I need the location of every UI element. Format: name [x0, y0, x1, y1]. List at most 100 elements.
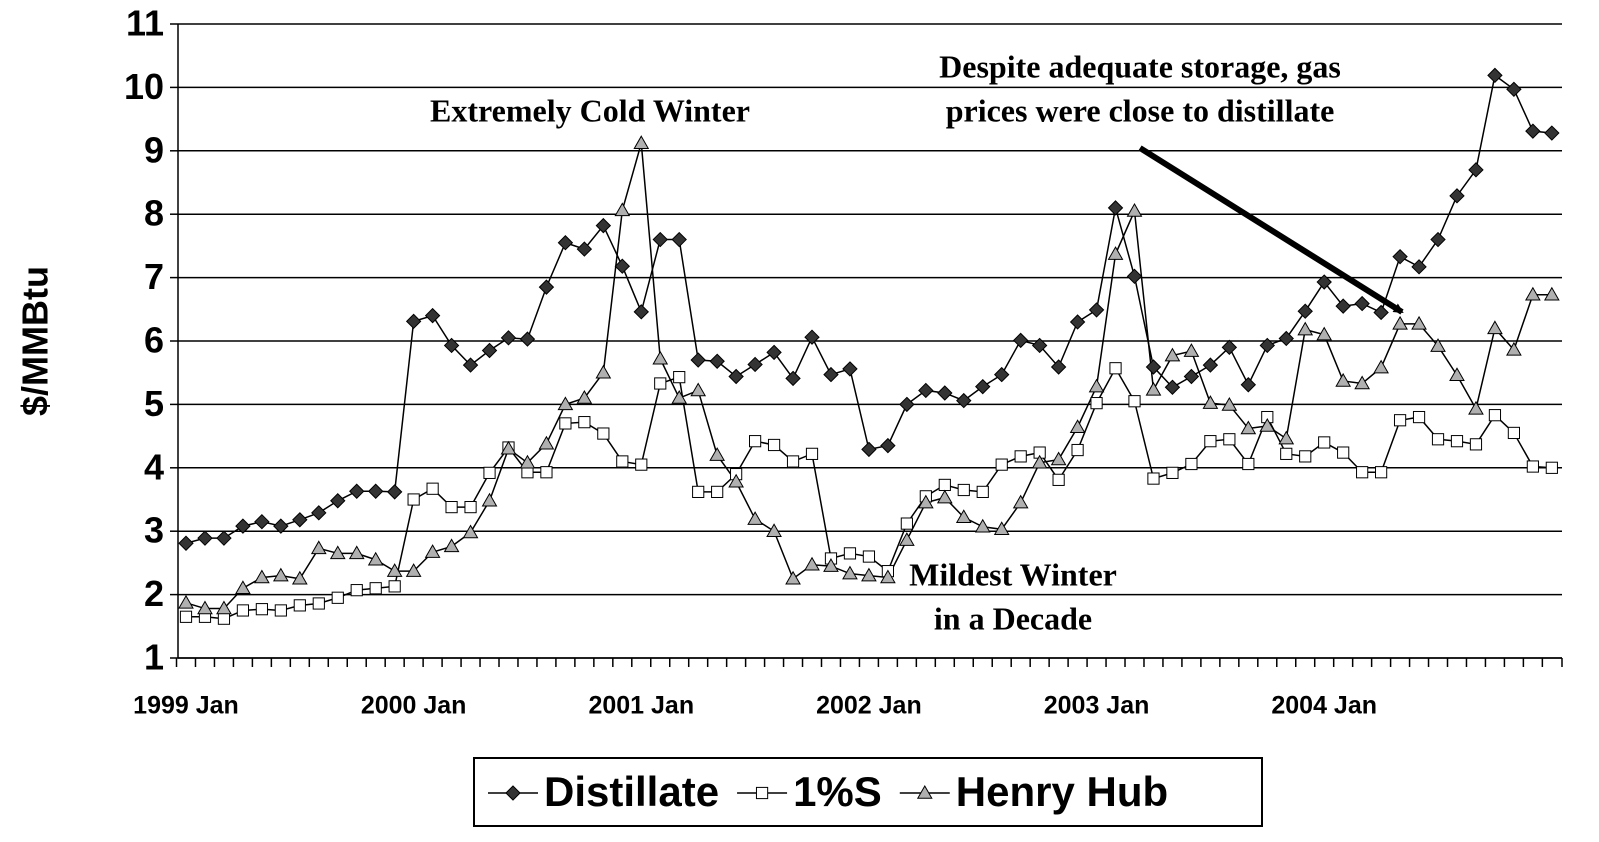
- point: [312, 597, 325, 610]
- point: [633, 304, 649, 320]
- point: [861, 567, 877, 582]
- point: [1449, 367, 1465, 381]
- y-axis-label: $/MMBtu: [15, 266, 56, 416]
- point: [1221, 397, 1238, 411]
- point: [747, 356, 763, 373]
- point: [936, 489, 953, 504]
- point: [559, 417, 572, 430]
- point: [955, 509, 972, 524]
- point: [1014, 450, 1027, 463]
- point: [1488, 409, 1502, 422]
- point: [1543, 286, 1560, 301]
- point: [462, 357, 479, 373]
- point: [1297, 303, 1313, 319]
- point: [576, 241, 593, 257]
- point: [1356, 466, 1369, 479]
- point: [616, 455, 629, 468]
- point: [1126, 203, 1143, 217]
- point: [1412, 410, 1426, 424]
- point: [254, 513, 270, 530]
- grid: [178, 23, 1562, 659]
- point: [957, 483, 970, 497]
- point: [728, 473, 744, 488]
- point: [1259, 417, 1276, 432]
- y-tick-label: 8: [144, 193, 164, 234]
- point: [916, 784, 933, 799]
- annotation: Extremely Cold Winter: [430, 92, 750, 128]
- point: [974, 518, 991, 533]
- point: [633, 135, 650, 149]
- point: [1280, 447, 1293, 460]
- point: [842, 565, 858, 580]
- y-tick-label: 6: [144, 320, 164, 361]
- point: [557, 396, 574, 411]
- point: [272, 567, 289, 582]
- point: [481, 342, 498, 359]
- point: [673, 371, 686, 384]
- point: [1354, 295, 1370, 312]
- point: [785, 570, 801, 585]
- point: [1411, 315, 1427, 330]
- point: [367, 551, 384, 566]
- point: [1240, 420, 1257, 435]
- point: [255, 603, 268, 616]
- point: [614, 258, 631, 274]
- point: [1012, 494, 1029, 509]
- y-tick-label: 11: [126, 3, 164, 44]
- point: [369, 582, 382, 595]
- legend-label: 1%S: [793, 768, 882, 815]
- point: [1147, 472, 1160, 485]
- point: [1373, 359, 1389, 374]
- point: [236, 604, 250, 617]
- y-tick-label: 2: [144, 573, 164, 614]
- point: [1337, 446, 1350, 459]
- point: [1487, 67, 1503, 84]
- point: [1185, 457, 1198, 471]
- point: [1204, 435, 1217, 448]
- point: [917, 494, 934, 509]
- point: [956, 392, 972, 409]
- point: [1449, 188, 1465, 204]
- point: [1297, 321, 1314, 336]
- point: [1278, 430, 1295, 445]
- point: [767, 438, 781, 452]
- point: [654, 377, 667, 390]
- point: [405, 563, 422, 577]
- point: [823, 558, 839, 572]
- point: [918, 382, 934, 399]
- point: [367, 483, 384, 499]
- point: [1411, 259, 1427, 275]
- point: [557, 235, 574, 251]
- point: [350, 584, 363, 597]
- point: [464, 501, 477, 514]
- point: [635, 458, 648, 471]
- point: [1525, 123, 1541, 139]
- point: [900, 517, 913, 530]
- point: [293, 599, 306, 612]
- point: [804, 329, 820, 345]
- point: [804, 556, 820, 571]
- point: [1259, 337, 1275, 354]
- point: [311, 505, 327, 521]
- x-tick-label: 2004 Jan: [1271, 692, 1377, 720]
- x-tick-label: 1999 Jan: [133, 692, 239, 720]
- point: [1031, 337, 1048, 354]
- point: [1526, 460, 1539, 473]
- point: [1335, 298, 1351, 314]
- point: [1088, 302, 1105, 318]
- point: [1430, 231, 1446, 248]
- point: [519, 331, 536, 347]
- annotation: prices were close to distillate: [946, 92, 1335, 128]
- legend-box: [473, 757, 1263, 827]
- point: [766, 344, 782, 361]
- point: [178, 594, 194, 609]
- point: [898, 532, 915, 546]
- point: [595, 364, 612, 379]
- point: [217, 612, 231, 625]
- point: [690, 382, 707, 397]
- point: [216, 600, 232, 615]
- annotation: in a Decade: [934, 600, 1092, 636]
- point: [1090, 397, 1103, 410]
- point: [445, 501, 458, 514]
